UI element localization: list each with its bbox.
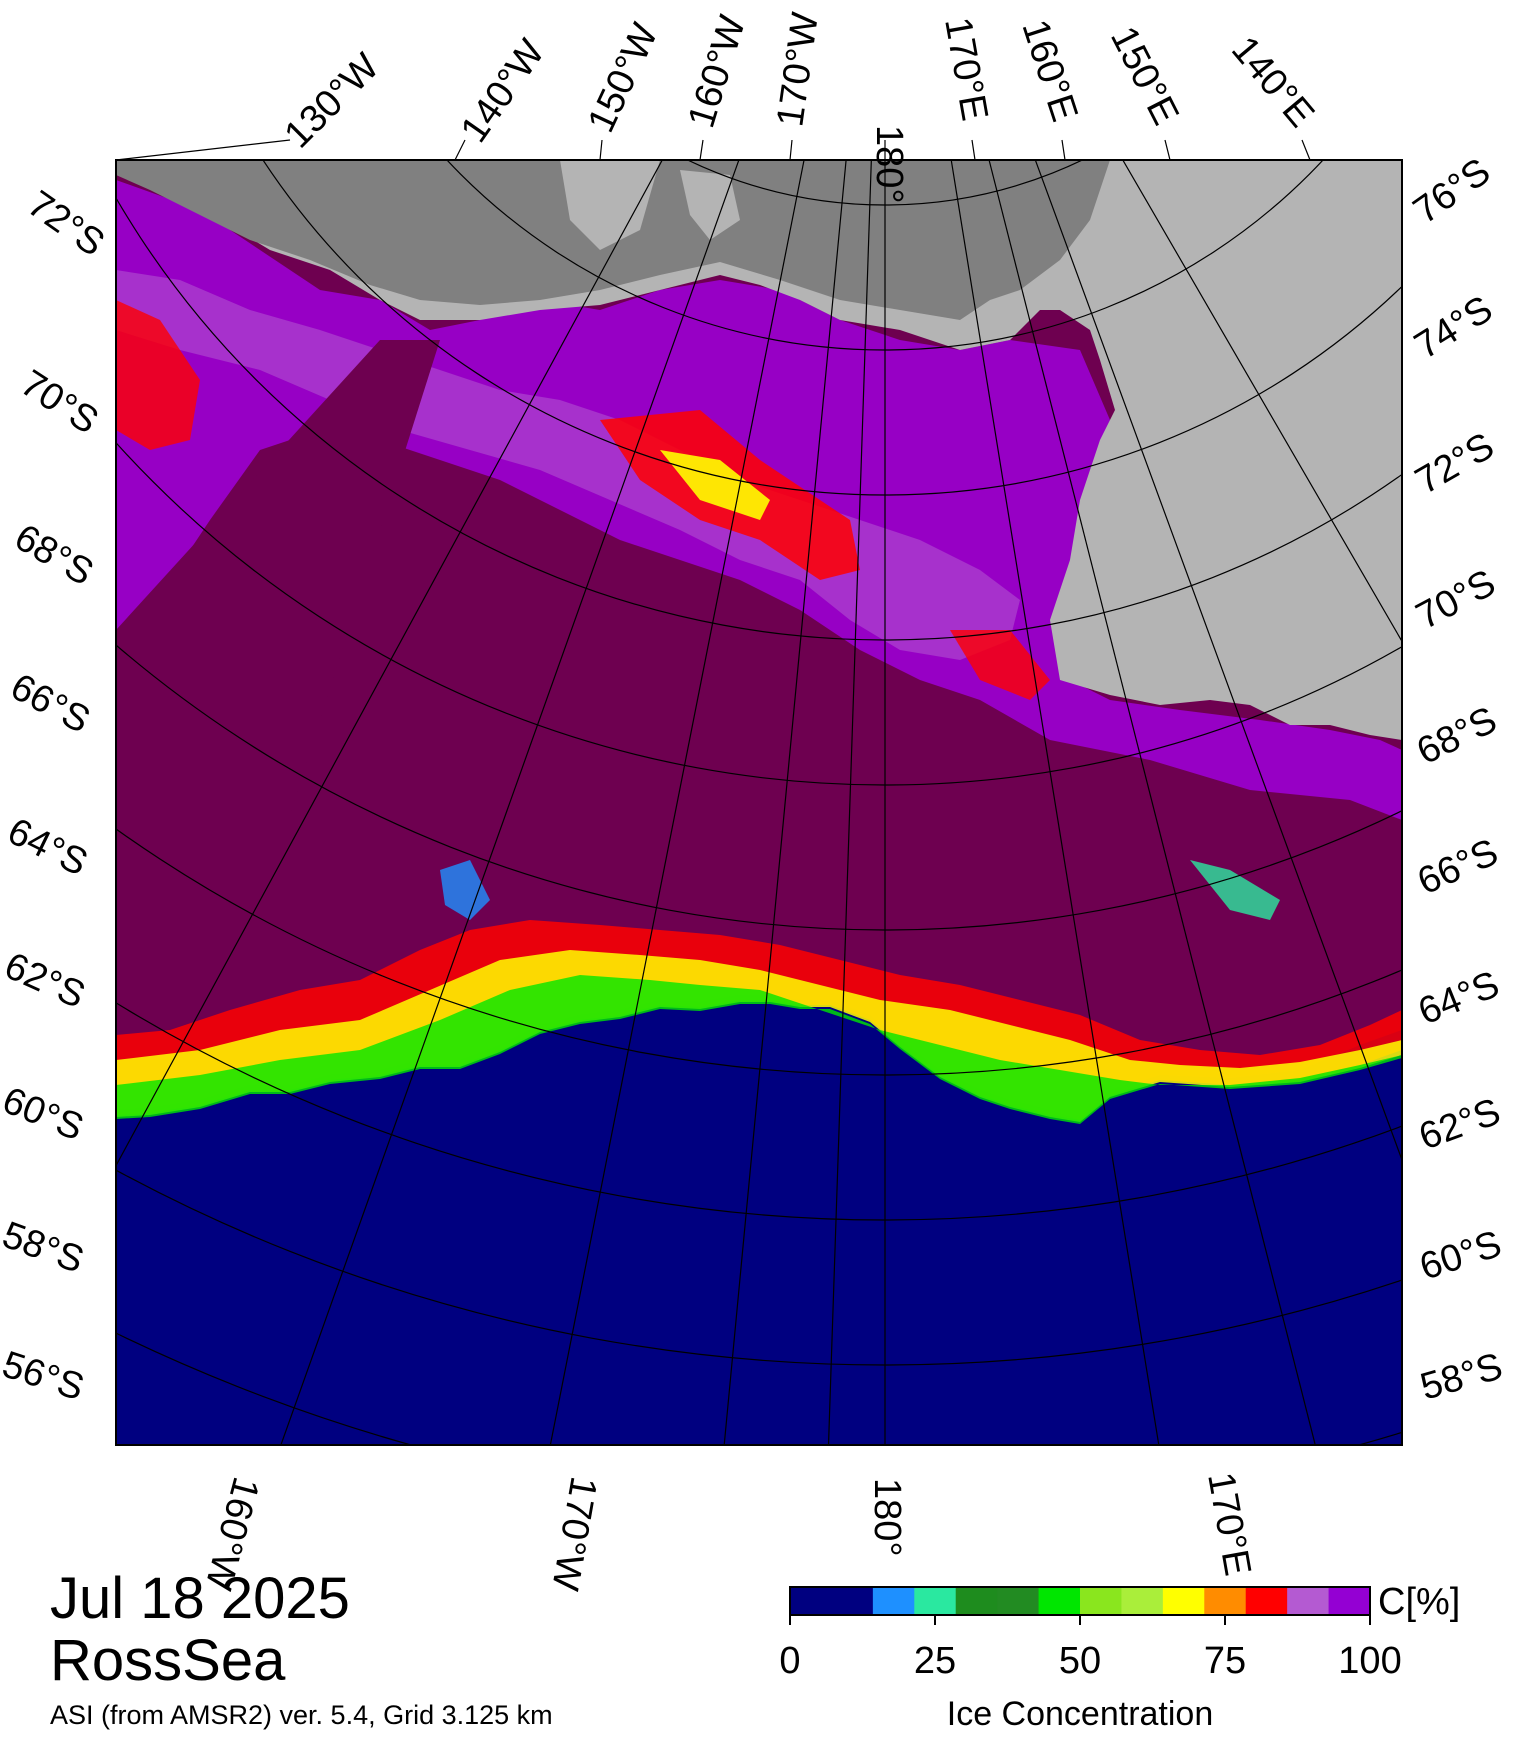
legend-color-segment [1204,1587,1247,1615]
legend-tick-label: 50 [1059,1640,1101,1682]
lat-label-left: 68°S [8,516,101,594]
legend-color-segment [872,1587,915,1615]
legend-color-segment [831,1587,874,1615]
lat-label-left: 70°S [13,362,105,442]
lon-label-top: 130°W [277,46,388,157]
lat-label-left: 66°S [4,666,97,742]
lat-label-right: 58°S [1416,1345,1507,1408]
swath-gap [116,340,440,1110]
legend-color-segment [1287,1587,1330,1615]
antarctic-land [116,160,1402,740]
polynya-patch [440,860,490,920]
map-frame [115,159,1403,1446]
lon-label-top: 180° [868,125,910,204]
legend-tick-label: 75 [1204,1640,1246,1682]
legend-colorbar [790,1587,1371,1615]
lon-label-bottom: 170°W [543,1473,604,1593]
lon-label-top: 140°E [1223,29,1322,136]
lat-label-right: 64°S [1413,963,1506,1033]
ice-feature-yellow [660,450,770,520]
lat-label-right: 66°S [1412,831,1505,903]
lon-label-bottom: 170°E [1199,1469,1258,1579]
legend-color-segment [1080,1587,1122,1615]
legend-unit: C[%] [1378,1581,1460,1623]
lat-label-right: 72°S [1409,425,1502,503]
lon-label-top: 150°W [580,17,666,139]
ice-feature-red-left [116,300,200,450]
lat-label-right: 74°S [1408,288,1500,368]
lat-label-left: 58°S [0,1214,89,1282]
coastal-ice-feature [950,630,1050,700]
legend-tick-label: 0 [779,1640,800,1682]
lat-label-left: 60°S [0,1079,89,1149]
legend-color-segment [914,1587,957,1615]
data-source-note: ASI (from AMSR2) ver. 5.4, Grid 3.125 km [50,1700,553,1730]
lat-label-left: 64°S [1,810,94,884]
lat-label-left: 72°S [20,183,112,265]
legend-title: Ice Concentration [947,1695,1214,1733]
polynya-patch-east [1190,860,1280,920]
legend-color-segment [1121,1587,1164,1615]
lat-label-left: 62°S [0,945,91,1017]
lon-label-top: 170°E [936,14,995,124]
lon-label-top: 160°E [1013,15,1085,127]
legend-color-segment [1328,1587,1371,1615]
lat-label-right: 68°S [1411,699,1504,773]
bottom-longitude-labels: 160°W 170°W 180° 170°E [197,1469,1259,1594]
lat-label-left: 56°S [0,1344,89,1410]
lon-label-top: 150°E [1102,20,1187,132]
lat-label-right: 62°S [1414,1091,1506,1159]
ice-edge-green [116,975,1402,1124]
lat-label-right: 60°S [1415,1223,1507,1289]
lon-label-bottom: 180° [866,1478,908,1557]
left-latitude-labels: 72°S 70°S 68°S 66°S 64°S 62°S 60°S 58°S … [0,183,112,1409]
ice-shelf-light-patch [680,170,740,240]
legend-tick-labels: 0 25 50 75 100 [779,1640,1401,1682]
legend-color-segment [1162,1587,1205,1615]
legend-color-segment [1038,1587,1081,1615]
map-date: Jul 18 2025 [50,1566,350,1631]
right-latitude-labels: 76°S 74°S 72°S 70°S 68°S 66°S 64°S 62°S … [1406,150,1507,1408]
lat-label-right: 70°S [1410,562,1503,638]
lon-label-top: 170°W [769,10,827,129]
legend-color-segment [955,1587,998,1615]
legend-tick-label: 100 [1338,1640,1401,1682]
lat-label-right: 76°S [1406,150,1498,232]
legend-color-segment [997,1587,1040,1615]
ice-shelf-light-patch-2 [560,160,660,250]
legend-color-segment [1245,1587,1288,1615]
lon-label-top: 160°W [680,11,754,133]
graticule-ticks [115,139,1311,161]
legend-tick-label: 25 [914,1640,956,1682]
longitude-lines [116,160,1402,1445]
legend-color-segment [790,1587,832,1615]
map-region: RossSea [50,1628,286,1693]
legend-ticks [789,1615,1371,1625]
lon-label-top: 140°W [453,32,553,150]
